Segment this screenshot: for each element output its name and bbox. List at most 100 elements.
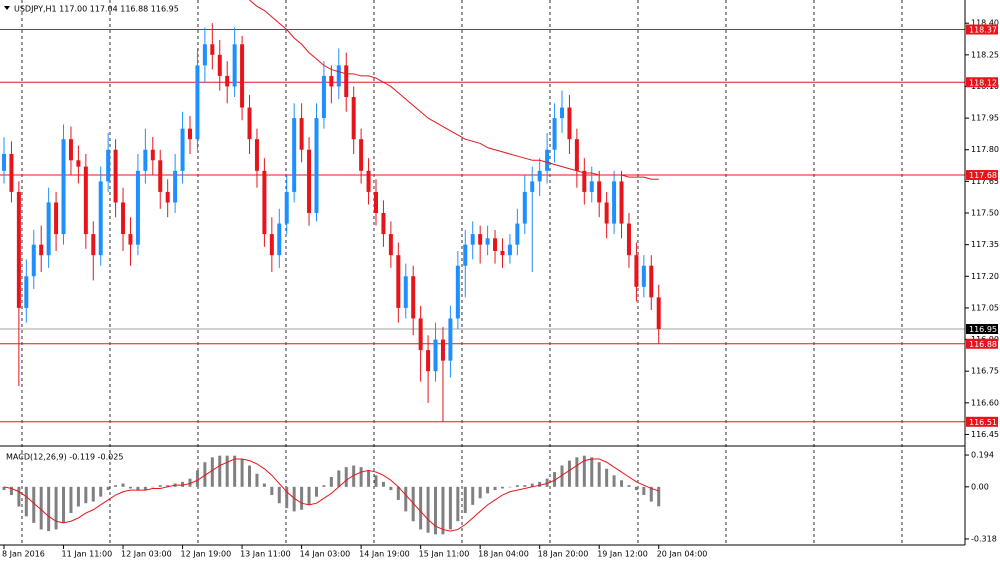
candle-body: [9, 153, 14, 192]
macd-bar: [151, 486, 155, 488]
candle-body: [336, 65, 341, 87]
candle-body: [641, 265, 646, 287]
candle-body: [374, 191, 378, 214]
macd-bar: [575, 457, 579, 487]
candle-body: [418, 318, 423, 351]
level-label: 118.12: [969, 78, 997, 87]
candle-body: [493, 238, 498, 251]
candle-body: [173, 170, 178, 203]
candle-body: [217, 54, 222, 76]
x-tick-label: 12 Jan 19:00: [181, 550, 232, 559]
x-tick-label: 11 Jan 11:00: [62, 550, 113, 559]
macd-bar: [143, 486, 147, 491]
candle-body: [54, 202, 59, 235]
candle-body: [485, 238, 490, 245]
level-label: 117.68: [969, 171, 997, 180]
macd-bar: [515, 485, 519, 487]
macd-bar: [463, 486, 467, 514]
candle-body: [158, 160, 163, 192]
candle-body: [254, 139, 259, 171]
level-label: 116.51: [969, 418, 997, 427]
macd-bar: [612, 475, 616, 487]
macd-bar: [538, 481, 542, 487]
macd-bar: [128, 486, 132, 489]
candle-body: [277, 223, 282, 256]
macd-bar: [99, 486, 103, 497]
macd-bar: [426, 486, 430, 533]
candle-body: [210, 44, 215, 55]
macd-bar: [181, 481, 185, 487]
candle-body: [478, 234, 483, 245]
macd-bar: [277, 486, 281, 504]
macd-bar: [530, 483, 534, 487]
candle-body: [396, 255, 401, 308]
candle-body: [567, 107, 572, 140]
candle-body: [68, 139, 73, 161]
x-tick-label: 14 Jan 19:00: [359, 550, 410, 559]
level-label: 116.88: [969, 340, 997, 349]
candle-body: [165, 191, 170, 203]
candle-body: [106, 149, 111, 182]
candle-body: [128, 234, 133, 245]
macd-bar: [158, 485, 162, 487]
candle-body: [649, 265, 654, 298]
macd-bar: [352, 465, 356, 487]
candle-body: [202, 44, 207, 66]
macd-bar: [523, 485, 527, 487]
candle-body: [247, 107, 252, 140]
macd-pane: [2, 455, 661, 535]
y-tick-label: 117.80: [971, 145, 999, 154]
candle-body: [329, 75, 334, 87]
macd-bar: [69, 486, 73, 514]
macd-bar: [553, 472, 557, 487]
candle-body: [440, 339, 445, 361]
candle-body: [381, 213, 386, 235]
level-label-box: [966, 338, 998, 349]
macd-bar: [441, 486, 445, 535]
candle-body: [180, 128, 185, 171]
y-tick-label: 118.40: [971, 19, 999, 28]
candle-body: [626, 223, 631, 256]
y-tick-label: 117.95: [971, 114, 999, 123]
candle-body: [232, 44, 237, 87]
macd-bar: [76, 486, 80, 507]
candle-body: [31, 244, 36, 277]
candle-body: [262, 170, 267, 235]
macd-bar: [411, 486, 415, 522]
macd-bar: [657, 486, 661, 507]
candle-body: [656, 297, 661, 330]
macd-bar: [337, 470, 341, 487]
candle-body: [448, 318, 453, 361]
candle-body: [426, 350, 431, 372]
macd-bar: [649, 486, 653, 502]
macd-bar: [627, 485, 631, 487]
candle-body: [403, 276, 408, 308]
candle-body: [135, 170, 140, 245]
macd-bar: [478, 486, 482, 499]
candle-body: [61, 139, 66, 235]
x-tick-label: 8 Jan 2016: [2, 550, 45, 559]
candle-body: [522, 191, 527, 224]
candle-body: [537, 170, 542, 182]
x-tick-label: 12 Jan 03:00: [121, 550, 172, 559]
macd-bar: [307, 486, 311, 505]
candle-body: [195, 65, 200, 140]
macd-bar: [582, 455, 586, 487]
candle-body: [46, 202, 51, 256]
candle-body: [292, 118, 297, 192]
macd-bar: [404, 486, 408, 512]
axes: 118.40118.25118.10117.95117.80117.65117.…: [2, 19, 999, 559]
macd-bar: [240, 458, 244, 487]
candle-body: [500, 250, 505, 256]
x-tick-label: 19 Jan 12:00: [597, 550, 648, 559]
macd-bar: [292, 486, 296, 512]
candle-body: [359, 139, 364, 171]
macd-title: MACD(12,26,9) -0.119 -0.025: [6, 453, 123, 462]
macd-bar: [9, 486, 13, 496]
macd-bar: [300, 486, 304, 510]
candle-body: [314, 118, 319, 214]
candle-body: [619, 181, 624, 224]
candle-body: [515, 223, 520, 245]
